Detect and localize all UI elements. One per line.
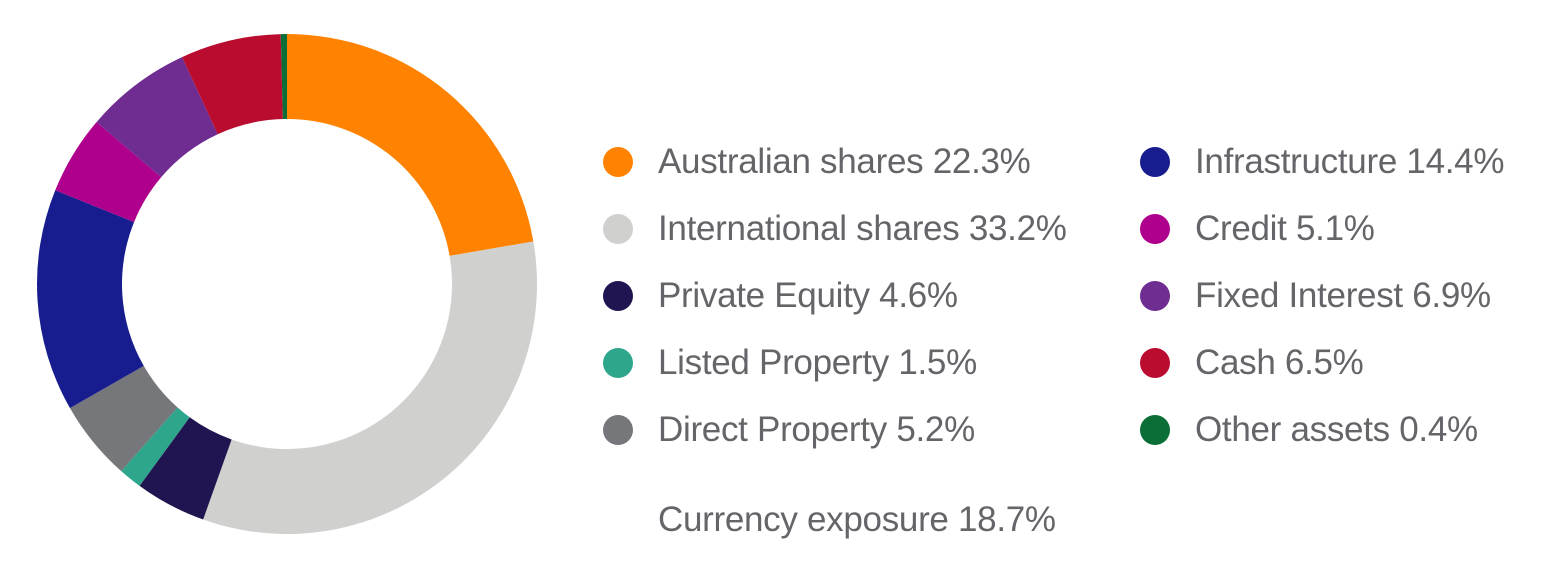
legend-item-australian-shares: Australian shares 22.3% — [603, 128, 1067, 195]
donut-slice-australian-shares — [287, 34, 534, 256]
legend-item-cash: Cash 6.5% — [1140, 329, 1504, 396]
legend-swatch-other-assets — [1140, 414, 1170, 445]
legend-label-credit: Credit 5.1% — [1195, 208, 1375, 248]
currency-exposure-note: Currency exposure 18.7% — [658, 500, 1056, 539]
legend-label-fixed-interest: Fixed Interest 6.9% — [1195, 275, 1491, 315]
legend-swatch-credit — [1140, 213, 1170, 244]
legend-swatch-cash — [1140, 347, 1170, 378]
legend-item-fixed-interest: Fixed Interest 6.9% — [1140, 262, 1504, 329]
legend-column-left: Australian shares 22.3% International sh… — [603, 128, 1067, 463]
donut-slice-listed-property — [121, 407, 190, 486]
legend-item-other-assets: Other assets 0.4% — [1140, 396, 1504, 463]
legend-item-infrastructure: Infrastructure 14.4% — [1140, 128, 1504, 195]
legend-label-private-equity: Private Equity 4.6% — [658, 275, 958, 315]
donut-slice-infrastructure — [36, 190, 144, 409]
legend-swatch-direct-property — [603, 414, 633, 445]
legend-label-cash: Cash 6.5% — [1195, 342, 1364, 382]
donut-chart — [36, 34, 537, 534]
legend-label-other-assets: Other assets 0.4% — [1195, 409, 1478, 449]
legend-item-private-equity: Private Equity 4.6% — [603, 262, 1067, 329]
legend-swatch-fixed-interest — [1140, 280, 1170, 311]
legend-swatch-australian-shares — [603, 146, 633, 177]
donut-slice-credit — [55, 122, 162, 223]
donut-slice-cash — [182, 34, 283, 135]
legend-column-right: Infrastructure 14.4% Credit 5.1% Fixed I… — [1140, 128, 1504, 463]
legend-label-international-shares: International shares 33.2% — [658, 208, 1067, 248]
legend-item-direct-property: Direct Property 5.2% — [603, 396, 1067, 463]
legend-swatch-infrastructure — [1140, 146, 1170, 177]
legend-swatch-international-shares — [603, 213, 633, 244]
legend-label-listed-property: Listed Property 1.5% — [658, 342, 977, 382]
legend-swatch-listed-property — [603, 347, 633, 378]
legend-item-international-shares: International shares 33.2% — [603, 195, 1067, 262]
legend-label-australian-shares: Australian shares 22.3% — [658, 141, 1031, 181]
donut-slice-private-equity — [139, 417, 232, 520]
donut-slice-other-assets — [280, 34, 287, 120]
legend-label-infrastructure: Infrastructure 14.4% — [1195, 141, 1505, 181]
donut-slice-international-shares — [203, 241, 537, 534]
legend-item-credit: Credit 5.1% — [1140, 195, 1504, 262]
donut-slice-direct-property — [69, 365, 178, 472]
legend-item-listed-property: Listed Property 1.5% — [603, 329, 1067, 396]
donut-slice-fixed-interest — [96, 57, 218, 178]
legend-swatch-private-equity — [603, 280, 633, 311]
legend-label-direct-property: Direct Property 5.2% — [658, 409, 975, 449]
